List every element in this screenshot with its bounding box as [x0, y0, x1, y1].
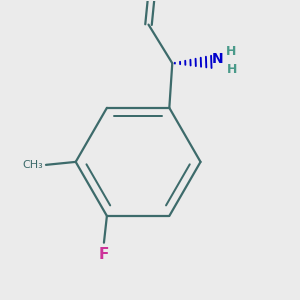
- Text: H: H: [227, 63, 238, 76]
- Text: N: N: [212, 52, 223, 66]
- Text: F: F: [99, 247, 109, 262]
- Text: H: H: [226, 45, 236, 58]
- Text: CH₃: CH₃: [23, 160, 44, 170]
